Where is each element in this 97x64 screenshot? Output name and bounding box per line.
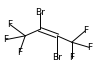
Text: Br: Br	[52, 53, 62, 62]
Text: Br: Br	[35, 8, 45, 17]
Text: F: F	[83, 26, 88, 35]
Text: F: F	[7, 20, 12, 29]
Text: F: F	[69, 53, 74, 62]
Text: F: F	[17, 48, 22, 57]
Text: F: F	[3, 35, 8, 44]
Text: F: F	[87, 43, 92, 52]
